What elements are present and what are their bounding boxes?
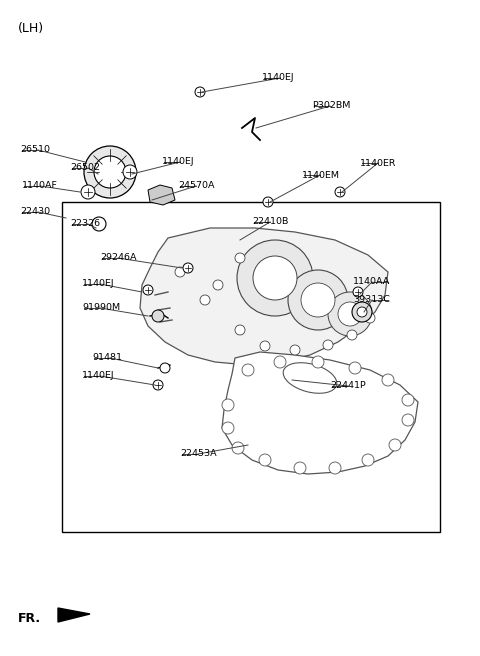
Circle shape: [232, 442, 244, 454]
Text: 22453A: 22453A: [180, 449, 216, 459]
Circle shape: [160, 363, 170, 373]
Circle shape: [222, 399, 234, 411]
Text: 22410B: 22410B: [252, 218, 288, 226]
Circle shape: [153, 380, 163, 390]
Circle shape: [183, 263, 193, 273]
Text: FR.: FR.: [18, 611, 41, 625]
Circle shape: [94, 156, 126, 188]
Text: 1140ER: 1140ER: [360, 159, 396, 167]
Text: 26510: 26510: [20, 146, 50, 155]
Circle shape: [402, 414, 414, 426]
Circle shape: [353, 287, 363, 297]
Circle shape: [294, 462, 306, 474]
Circle shape: [222, 422, 234, 434]
Text: 1140EJ: 1140EJ: [82, 371, 115, 380]
Circle shape: [288, 270, 348, 330]
Text: 1140EM: 1140EM: [302, 171, 340, 180]
Circle shape: [259, 454, 271, 466]
Circle shape: [365, 313, 375, 323]
Circle shape: [290, 345, 300, 355]
Circle shape: [323, 340, 333, 350]
Polygon shape: [140, 228, 388, 365]
Bar: [62, 202, 440, 532]
Text: 26502: 26502: [70, 163, 100, 173]
Text: 1140EJ: 1140EJ: [262, 73, 295, 83]
Polygon shape: [148, 185, 175, 205]
Circle shape: [81, 185, 95, 199]
Circle shape: [235, 253, 245, 263]
Circle shape: [301, 283, 335, 317]
Circle shape: [274, 356, 286, 368]
Circle shape: [175, 267, 185, 277]
Text: 22430: 22430: [20, 207, 50, 216]
Text: 91481: 91481: [92, 354, 122, 363]
Circle shape: [200, 295, 210, 305]
Circle shape: [357, 307, 367, 317]
Text: 1140AA: 1140AA: [353, 277, 390, 287]
Text: 22441P: 22441P: [330, 382, 366, 390]
Text: 39313C: 39313C: [353, 295, 390, 304]
Circle shape: [382, 374, 394, 386]
Ellipse shape: [283, 363, 337, 394]
Text: 1140EJ: 1140EJ: [82, 279, 115, 289]
Circle shape: [235, 325, 245, 335]
Circle shape: [335, 187, 345, 197]
Circle shape: [213, 280, 223, 290]
Circle shape: [312, 356, 324, 368]
Circle shape: [92, 217, 106, 231]
Text: 24570A: 24570A: [178, 182, 215, 190]
Circle shape: [260, 341, 270, 351]
Circle shape: [143, 285, 153, 295]
Circle shape: [347, 330, 357, 340]
Polygon shape: [222, 352, 418, 474]
Circle shape: [338, 302, 362, 326]
Circle shape: [352, 302, 372, 322]
Text: 1140EJ: 1140EJ: [162, 157, 194, 167]
Text: 29246A: 29246A: [100, 253, 136, 262]
Circle shape: [329, 462, 341, 474]
Circle shape: [263, 197, 273, 207]
Text: P302BM: P302BM: [312, 102, 350, 110]
Circle shape: [328, 292, 372, 336]
Circle shape: [402, 394, 414, 406]
Circle shape: [123, 165, 137, 179]
Circle shape: [195, 87, 205, 97]
Polygon shape: [58, 608, 90, 622]
Circle shape: [389, 439, 401, 451]
Circle shape: [242, 364, 254, 376]
Circle shape: [349, 362, 361, 374]
Text: (LH): (LH): [18, 22, 44, 35]
Text: 22326: 22326: [70, 220, 100, 228]
Circle shape: [253, 256, 297, 300]
Circle shape: [362, 454, 374, 466]
Circle shape: [84, 146, 136, 198]
Text: 91990M: 91990M: [82, 304, 120, 312]
Circle shape: [237, 240, 313, 316]
Circle shape: [152, 310, 164, 322]
Text: 1140AF: 1140AF: [22, 182, 58, 190]
